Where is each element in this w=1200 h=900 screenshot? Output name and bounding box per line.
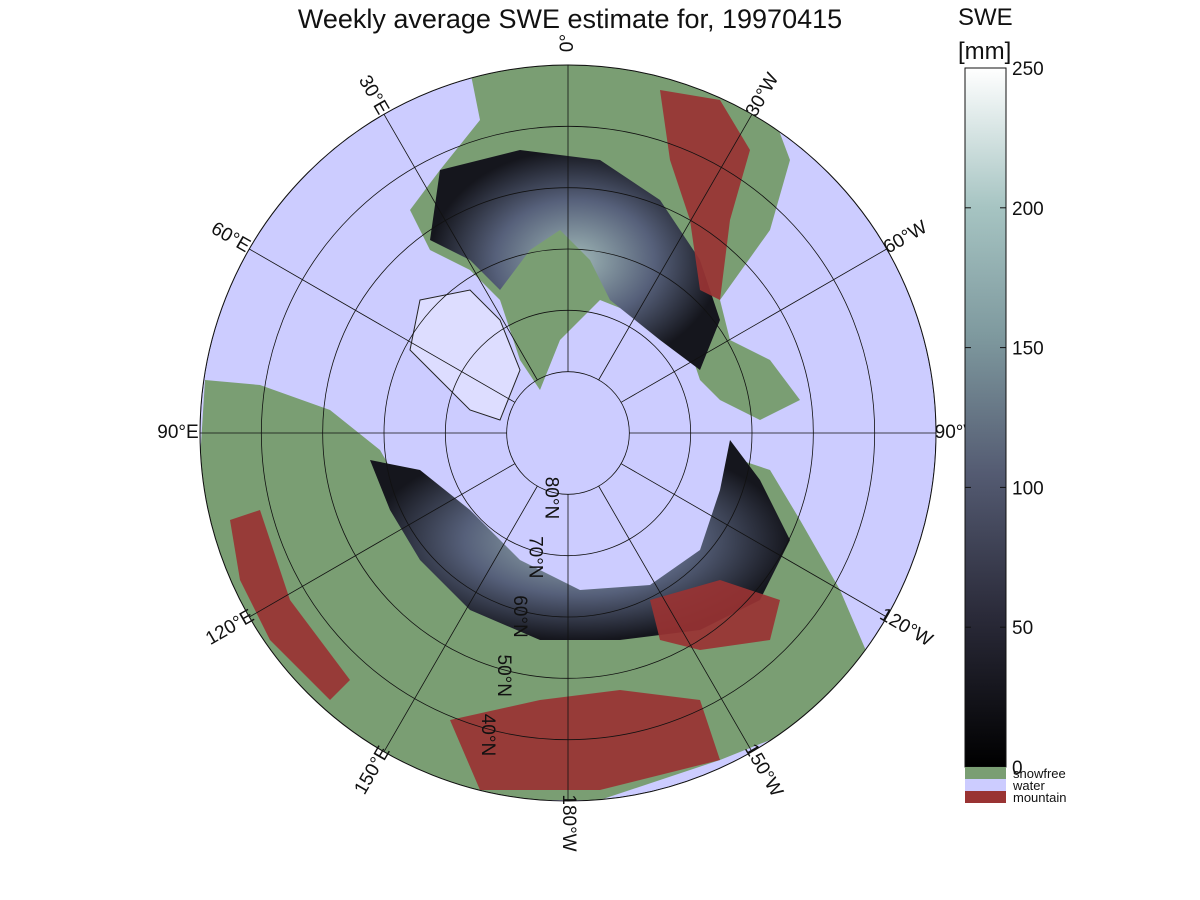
latitude-label: 60°N	[509, 595, 530, 637]
land-eurasia	[200, 380, 870, 800]
latitude-label: 40°N	[477, 714, 498, 756]
meridian-line	[620, 463, 887, 618]
colorbar-title: SWE	[958, 4, 1013, 31]
longitude-label: 0°	[557, 34, 578, 52]
longitude-label: 60°E	[207, 218, 253, 257]
category-label-snowfree: snowfree	[1013, 766, 1066, 781]
map-boundary	[199, 64, 937, 802]
longitude-label: 180°W	[558, 794, 579, 851]
colorbar-tick-label: 100	[1012, 478, 1044, 499]
category-swatch-mountain	[965, 791, 1006, 803]
meridian-line	[249, 248, 516, 403]
snow-north-america	[430, 150, 720, 370]
meridian-line	[249, 463, 516, 618]
meridian-line	[383, 485, 538, 752]
figure-title: Weekly average SWE estimate for, 1997041…	[297, 4, 843, 34]
category-label-mountain: mountain	[1013, 790, 1066, 805]
greenland-outline	[409, 289, 521, 421]
longitude-label: 120°W	[876, 604, 936, 651]
meridian-line	[598, 485, 753, 752]
longitude-label: 30°W	[742, 70, 784, 121]
latitude-label: 80°N	[541, 477, 562, 519]
latitude-label: 70°N	[525, 536, 546, 578]
longitude-label: 150°E	[351, 743, 395, 799]
colorbar-tick-label: 150	[1012, 339, 1044, 360]
colorbar-unit: [mm]	[958, 38, 1012, 65]
category-swatch-snowfree	[965, 767, 1006, 779]
longitude-label: 90°E	[157, 422, 198, 443]
meridians	[200, 65, 936, 801]
mountain-siberia	[650, 580, 780, 650]
meridian-line	[598, 114, 753, 381]
longitude-label: 60°W	[880, 217, 931, 259]
longitude-label: 30°E	[354, 72, 393, 118]
category-label-water: water	[1012, 778, 1045, 793]
colorbar-tick-label: 250	[1012, 59, 1044, 80]
meridian-line	[620, 248, 887, 403]
colorbar-gradient	[964, 67, 1007, 768]
category-swatch-water	[965, 779, 1006, 791]
colorbar-tick-label: 0	[1012, 758, 1023, 779]
latitude-label: 50°N	[493, 655, 514, 697]
map-disc	[200, 65, 936, 801]
longitude-label: 120°E	[202, 606, 258, 650]
colorbar-ticks: 0 50 100 150 200 250	[965, 59, 1044, 779]
longitude-label: 150°W	[740, 740, 787, 800]
meridian-line	[383, 114, 538, 381]
mountain-asia	[450, 690, 720, 790]
mountain-europe	[230, 510, 350, 700]
colorbar-tick-label: 200	[1012, 199, 1044, 220]
colorbar-tick-label: 50	[1012, 618, 1033, 639]
latitude-labels: 80°N 70°N 60°N 50°N 40°N	[477, 477, 561, 756]
